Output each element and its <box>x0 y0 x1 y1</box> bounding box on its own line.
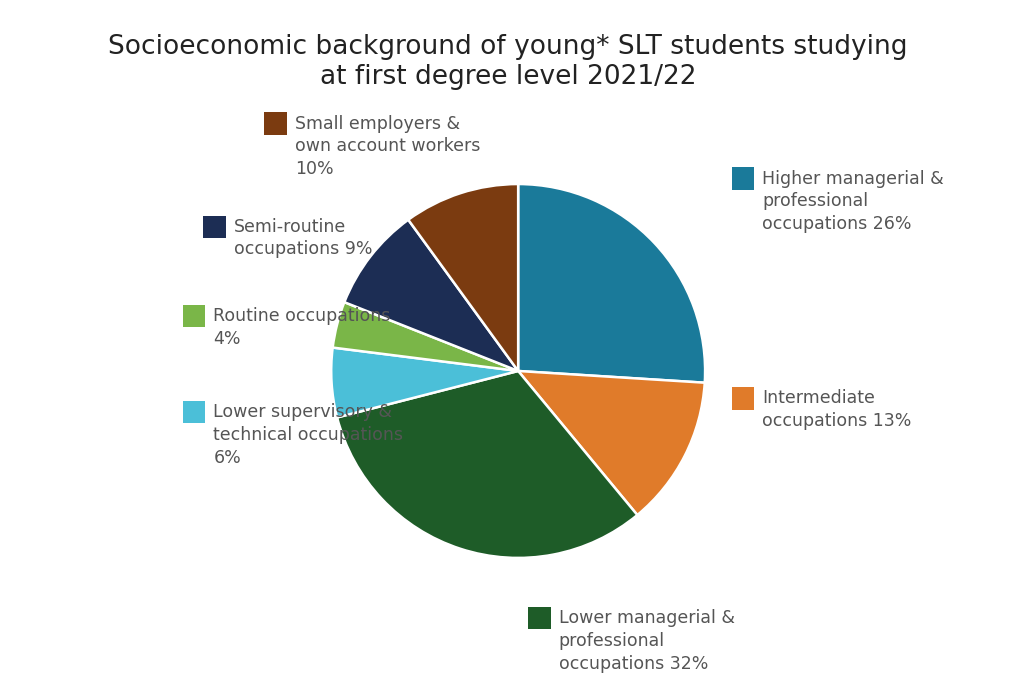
Text: 10%: 10% <box>295 160 333 178</box>
Wedge shape <box>408 184 518 371</box>
Text: occupations 32%: occupations 32% <box>559 655 708 673</box>
Text: Small employers &: Small employers & <box>295 115 460 133</box>
Text: Lower managerial &: Lower managerial & <box>559 609 735 627</box>
Text: Socioeconomic background of young* SLT students studying
at first degree level 2: Socioeconomic background of young* SLT s… <box>109 34 907 91</box>
Text: occupations 13%: occupations 13% <box>762 412 911 430</box>
Text: occupations 26%: occupations 26% <box>762 215 911 233</box>
Text: Semi-routine: Semi-routine <box>234 218 345 236</box>
Text: Intermediate: Intermediate <box>762 390 875 407</box>
Wedge shape <box>337 371 637 558</box>
Text: technical occupations: technical occupations <box>213 426 403 444</box>
Text: Higher managerial &: Higher managerial & <box>762 170 944 188</box>
Wedge shape <box>344 220 518 371</box>
Wedge shape <box>518 371 705 515</box>
Text: Lower supervisory &: Lower supervisory & <box>213 403 392 421</box>
Wedge shape <box>332 302 518 371</box>
Wedge shape <box>518 184 705 383</box>
Text: Routine occupations: Routine occupations <box>213 307 391 325</box>
Text: professional: professional <box>762 192 868 210</box>
Text: 4%: 4% <box>213 330 241 348</box>
Text: 6%: 6% <box>213 449 241 466</box>
Text: professional: professional <box>559 632 664 650</box>
Wedge shape <box>331 348 518 418</box>
Text: occupations 9%: occupations 9% <box>234 240 372 258</box>
Text: own account workers: own account workers <box>295 137 480 155</box>
